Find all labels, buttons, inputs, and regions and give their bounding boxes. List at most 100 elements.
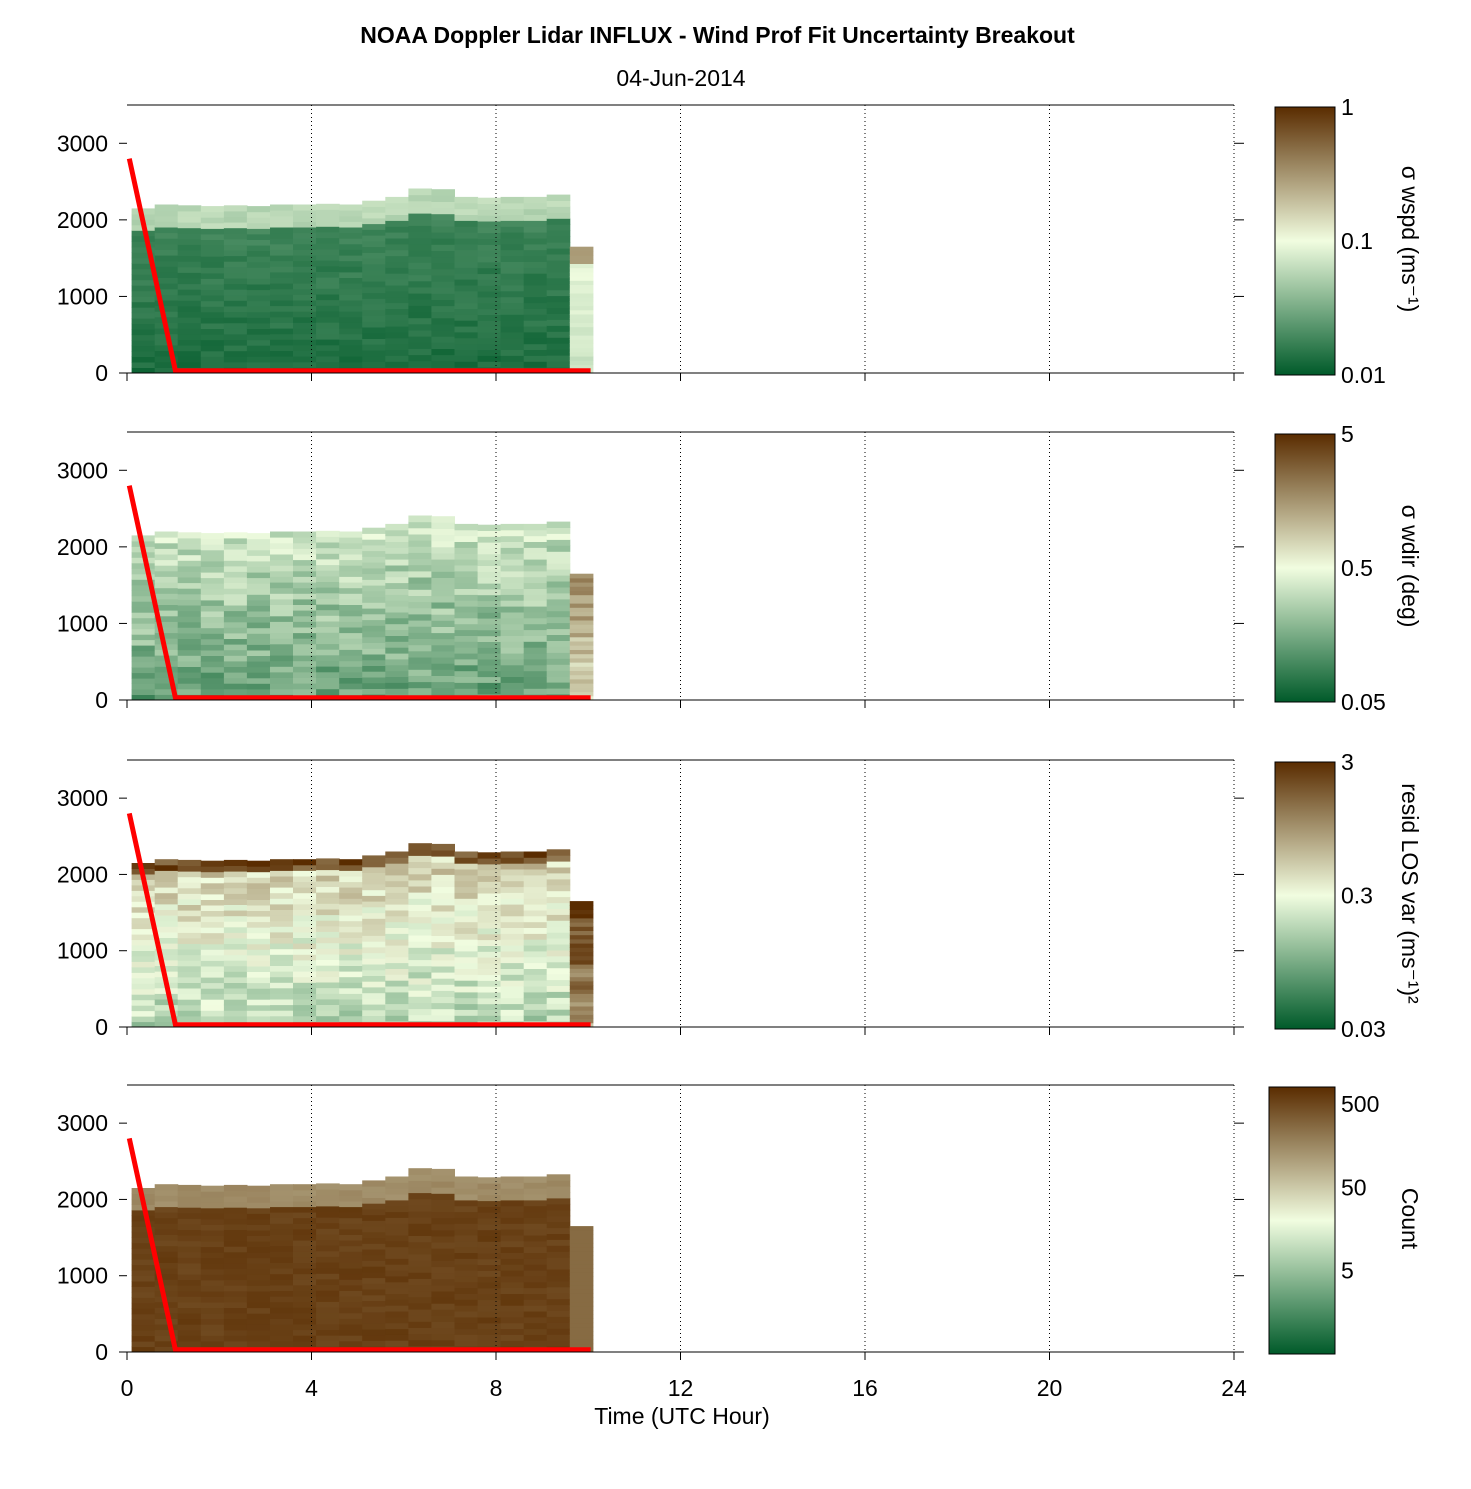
- heatmap-cell: [131, 912, 156, 919]
- heatmap-cell: [408, 1253, 432, 1261]
- heatmap-cell: [270, 1201, 294, 1208]
- heatmap-cell: [362, 1312, 386, 1319]
- heatmap-cell: [200, 1335, 225, 1342]
- heatmap-cell: [454, 1270, 479, 1277]
- heatmap-cell: [154, 344, 179, 351]
- heatmap-cell: [362, 223, 386, 230]
- heatmap-cell: [385, 910, 409, 917]
- heatmap-cell: [431, 577, 455, 585]
- heatmap-cell: [431, 1236, 455, 1243]
- heatmap-cell: [316, 925, 340, 932]
- heatmap-cell: [523, 617, 548, 625]
- heatmap-cell: [500, 956, 525, 964]
- heatmap-cell: [385, 302, 409, 309]
- heatmap-cell: [316, 1318, 340, 1325]
- heatmap-cell: [339, 621, 363, 628]
- heatmap-cell: [385, 1299, 409, 1306]
- heatmap-cell: [500, 635, 525, 642]
- heatmap-cell: [339, 1228, 363, 1235]
- heatmap-cell: [293, 1184, 317, 1191]
- heatmap-cell: [477, 1264, 502, 1271]
- heatmap-cell: [177, 339, 202, 346]
- heatmap-cell: [339, 333, 363, 340]
- heatmap-cell: [293, 976, 317, 983]
- heatmap-cell: [546, 1245, 571, 1252]
- heatmap-cell: [154, 1004, 179, 1011]
- heatmap-cell: [246, 1202, 271, 1209]
- heatmap-cell: [200, 1307, 225, 1314]
- heatmap-cell: [546, 682, 571, 689]
- heatmap-cell: [431, 843, 455, 851]
- heatmap-cell: [431, 528, 455, 536]
- heatmap-cell: [316, 937, 340, 944]
- heatmap-cell: [454, 863, 479, 870]
- heatmap-cell: [454, 623, 479, 631]
- heatmap-cell: [500, 284, 525, 292]
- heatmap-cell: [270, 311, 294, 318]
- heatmap-cell: [362, 1289, 386, 1296]
- heatmap-cell: [569, 309, 594, 315]
- heatmap-cell: [270, 1335, 294, 1342]
- heatmap-cell: [477, 986, 502, 993]
- heatmap-cell: [293, 627, 317, 634]
- heatmap-cell: [316, 339, 340, 346]
- heatmap-cell: [223, 993, 248, 1000]
- heatmap-cell: [223, 915, 248, 922]
- heatmap-cell: [362, 992, 386, 999]
- heatmap-cell: [569, 271, 594, 277]
- heatmap-cell: [500, 1293, 525, 1300]
- heatmap-cell: [316, 897, 340, 904]
- heatmap-cell: [293, 531, 317, 538]
- heatmap-cell: [408, 323, 432, 331]
- colorbar-label: σ wspd (ms⁻¹): [1397, 166, 1423, 312]
- heatmap-cell: [546, 955, 571, 963]
- heatmap-cell: [293, 260, 317, 267]
- heatmap-cell: [523, 284, 548, 292]
- heatmap-cell: [408, 941, 432, 948]
- heatmap-cell: [316, 903, 340, 910]
- heatmap-cell: [500, 600, 525, 607]
- heatmap-cell: [362, 1266, 386, 1273]
- heatmap-cell: [546, 1180, 571, 1187]
- heatmap-cell: [477, 653, 502, 660]
- heatmap-cell: [500, 857, 525, 864]
- heatmap-cell: [154, 1195, 179, 1202]
- heatmap-cell: [339, 627, 363, 634]
- heatmap-cell: [293, 859, 317, 866]
- heatmap-cell: [385, 1328, 409, 1335]
- heatmap-cell: [131, 318, 156, 325]
- heatmap-cell: [339, 598, 363, 605]
- heatmap-cell: [477, 1287, 502, 1295]
- heatmap-cell: [154, 931, 179, 938]
- heatmap-cell: [477, 624, 502, 631]
- heatmap-cell: [200, 1219, 225, 1225]
- heatmap-cell: [454, 1015, 479, 1022]
- heatmap-cell: [131, 661, 156, 668]
- heatmap-cell: [546, 1322, 571, 1329]
- heatmap-cell: [408, 329, 432, 337]
- heatmap-cell: [223, 616, 248, 623]
- heatmap-cell: [408, 336, 432, 343]
- heatmap-cell: [500, 869, 525, 876]
- heatmap-cell: [408, 650, 432, 658]
- heatmap-cell: [293, 671, 317, 678]
- heatmap-cell: [408, 1290, 432, 1298]
- heatmap-cell: [154, 598, 179, 605]
- heatmap-cell: [316, 998, 340, 1005]
- heatmap-cell: [339, 1217, 363, 1224]
- heatmap-cell: [408, 533, 432, 541]
- heatmap-cell: [270, 627, 294, 634]
- heatmap-cell: [246, 239, 271, 246]
- heatmap-cell: [546, 985, 571, 992]
- heatmap-cell: [546, 200, 571, 207]
- heatmap-cell: [246, 871, 271, 878]
- heatmap-cell: [131, 1286, 156, 1293]
- heatmap-cell: [131, 623, 156, 630]
- heatmap-cell: [270, 587, 294, 594]
- heatmap-cell: [569, 968, 594, 973]
- heatmap-cell: [477, 320, 502, 327]
- heatmap-cell: [223, 1324, 248, 1331]
- heatmap-cell: [454, 196, 479, 204]
- heatmap-cell: [385, 886, 409, 893]
- heatmap-cell: [408, 644, 432, 652]
